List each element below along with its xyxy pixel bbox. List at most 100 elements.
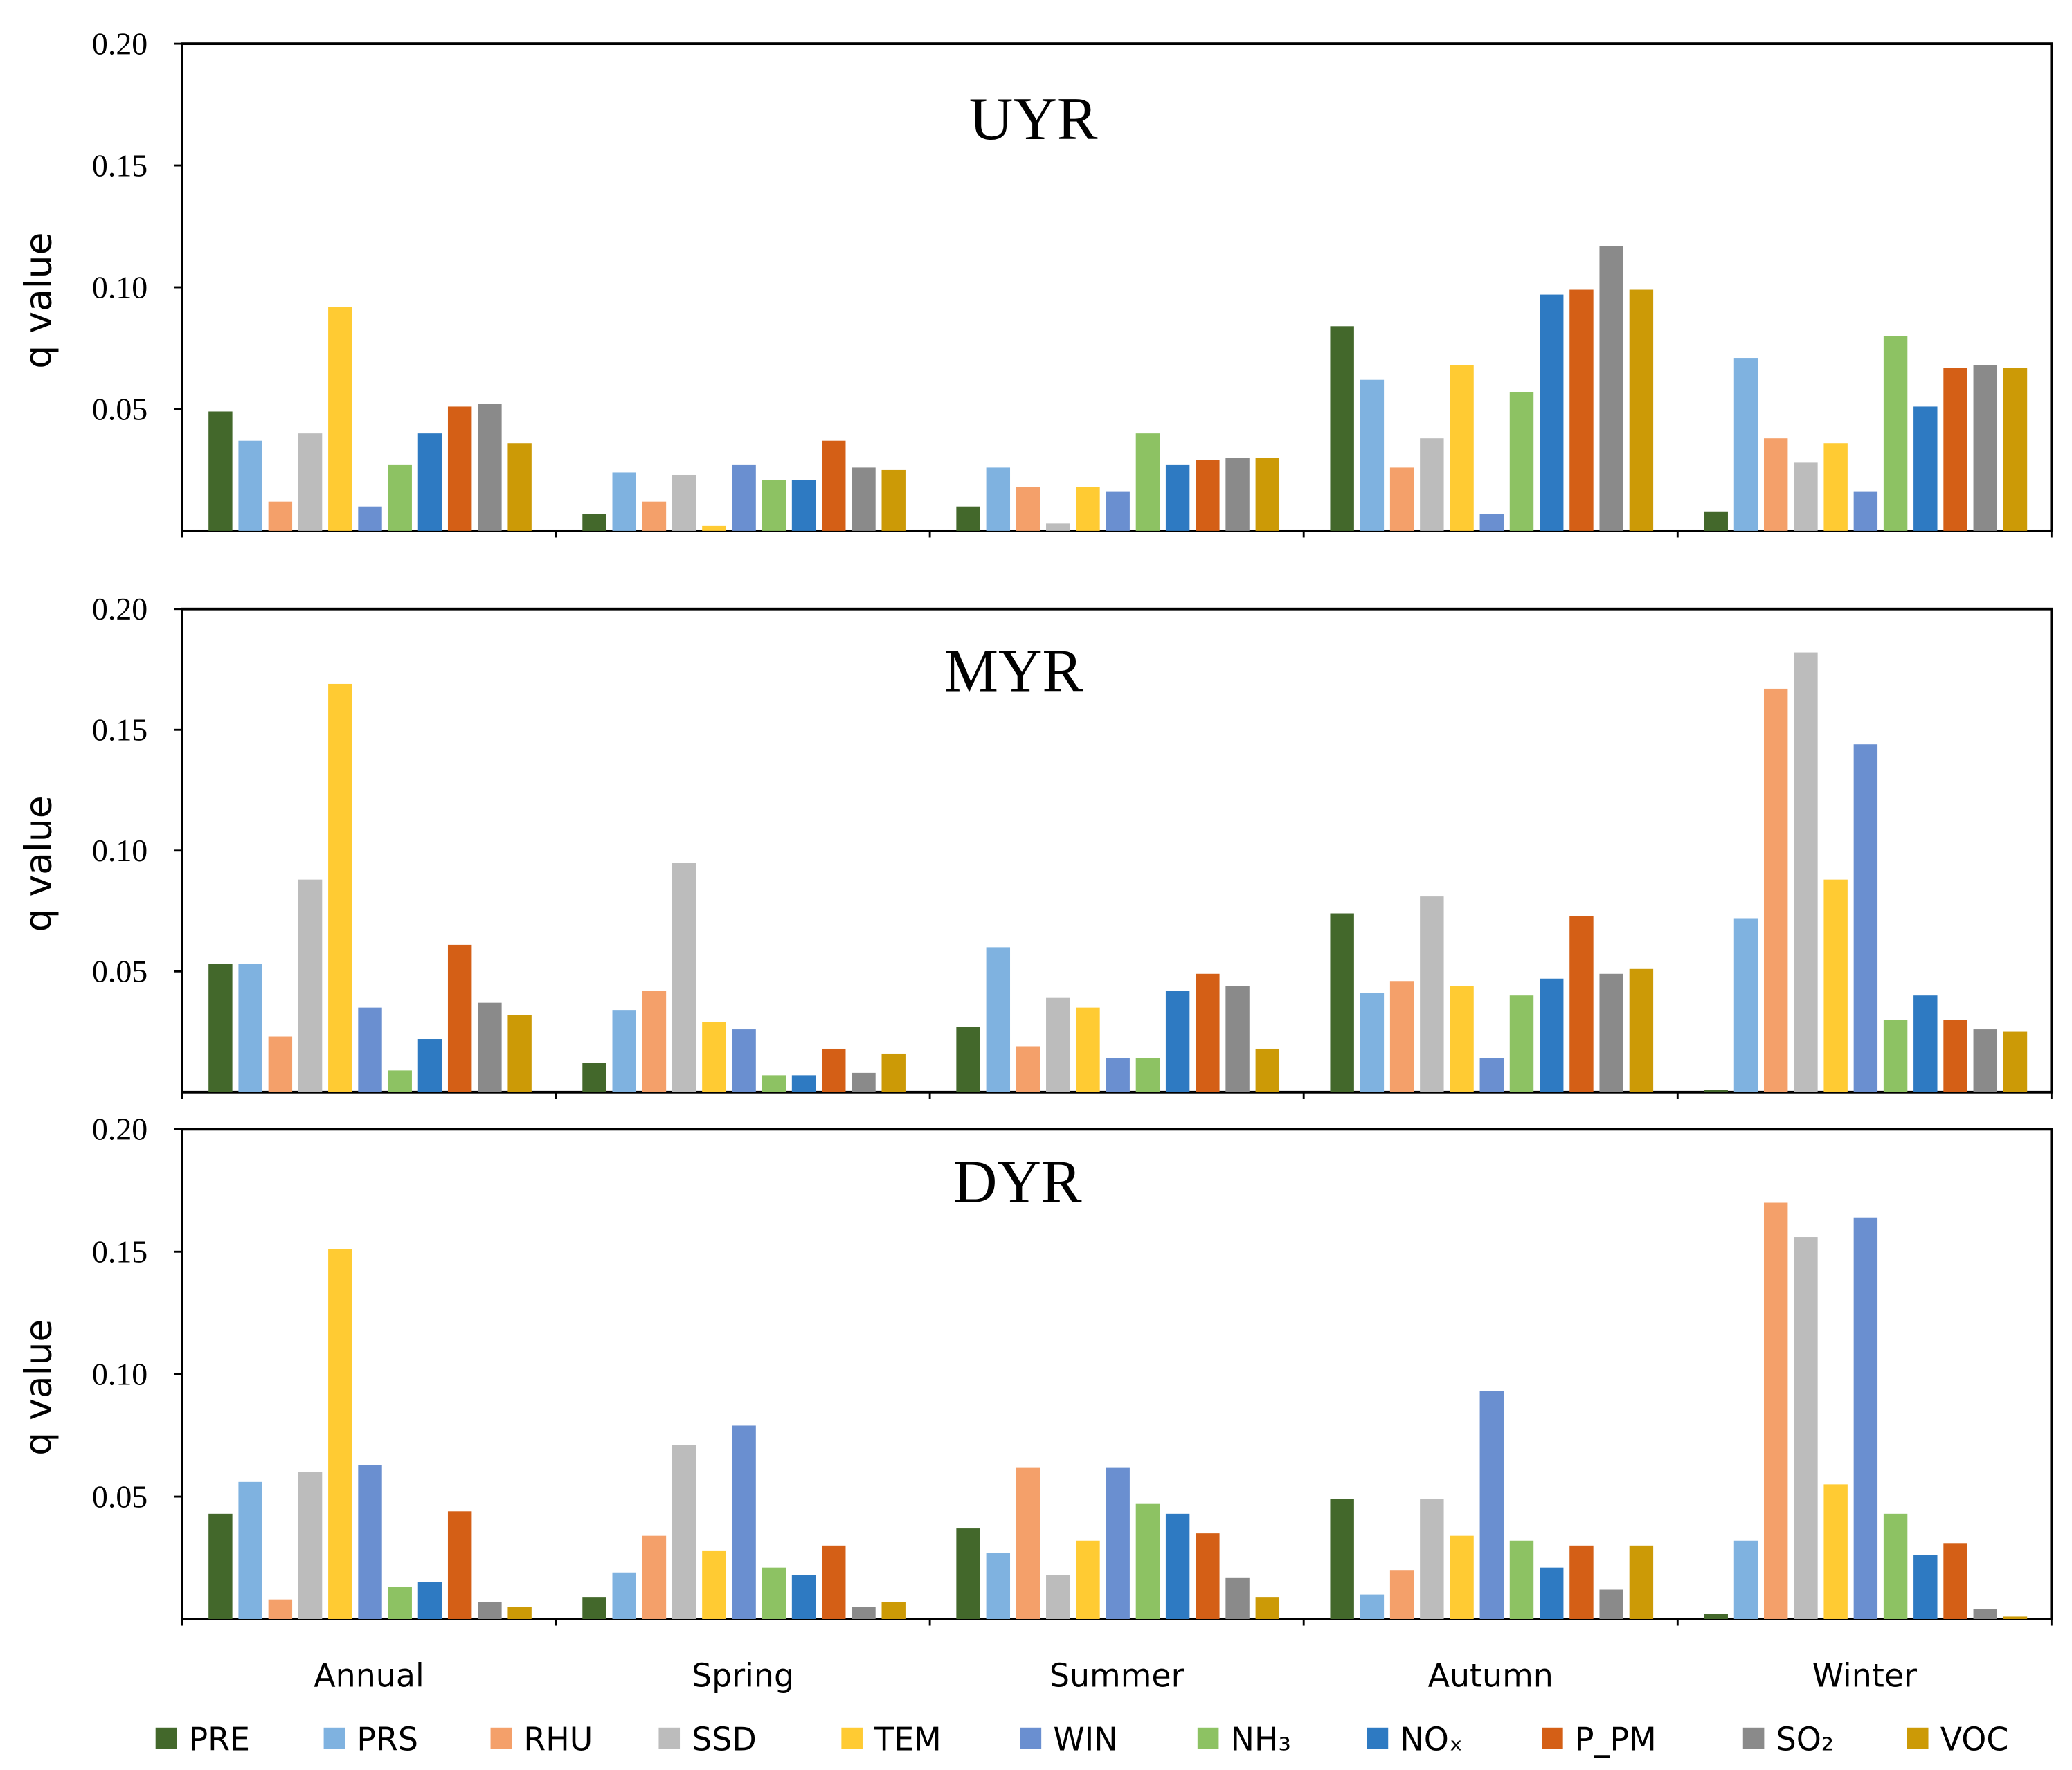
bar-dyr-autumn-2	[1389, 1570, 1414, 1619]
bar-dyr-summer-8	[1196, 1533, 1220, 1619]
bar-uyr-summer-8	[1196, 460, 1220, 531]
bar-uyr-autumn-2	[1389, 467, 1414, 531]
bar-myr-winter-4	[1823, 879, 1848, 1092]
bar-myr-summer-6	[1135, 1058, 1160, 1092]
legend-label: VOC	[1940, 1720, 2009, 1758]
bar-uyr-annual-4	[328, 307, 352, 531]
legend-swatch	[1542, 1727, 1563, 1749]
bar-uyr-summer-1	[986, 467, 1011, 531]
bar-dyr-autumn-5	[1479, 1391, 1504, 1619]
bar-uyr-summer-0	[956, 506, 980, 531]
bar-myr-annual-0	[208, 964, 233, 1092]
bar-dyr-summer-2	[1016, 1467, 1040, 1619]
bar-dyr-autumn-4	[1450, 1535, 1474, 1619]
bar-uyr-autumn-7	[1540, 294, 1564, 531]
bar-myr-spring-0	[582, 1063, 606, 1092]
bar-myr-autumn-5	[1479, 1058, 1504, 1092]
bar-myr-summer-4	[1076, 1007, 1100, 1092]
bar-uyr-annual-8	[447, 406, 472, 531]
bar-dyr-autumn-7	[1540, 1567, 1564, 1619]
bar-dyr-autumn-6	[1509, 1540, 1534, 1619]
bar-uyr-annual-0	[208, 411, 233, 531]
bar-myr-spring-6	[762, 1075, 786, 1092]
bar-uyr-autumn-3	[1420, 438, 1444, 531]
bar-uyr-spring-0	[582, 514, 606, 531]
bar-myr-spring-4	[702, 1022, 726, 1092]
bar-dyr-annual-9	[478, 1602, 502, 1619]
legend-label: TEM	[874, 1720, 942, 1758]
bar-myr-spring-5	[732, 1029, 756, 1092]
bar-uyr-summer-4	[1076, 487, 1100, 531]
bar-myr-autumn-4	[1450, 986, 1474, 1092]
bar-dyr-spring-9	[852, 1607, 876, 1619]
legend-swatch	[323, 1727, 345, 1749]
legend-swatch	[1020, 1727, 1042, 1749]
bar-dyr-spring-1	[612, 1572, 636, 1619]
bar-dyr-autumn-0	[1330, 1499, 1354, 1619]
bar-uyr-annual-3	[298, 433, 323, 531]
bar-dyr-annual-4	[328, 1249, 352, 1619]
bar-uyr-spring-7	[791, 480, 816, 531]
bar-uyr-winter-10	[2003, 368, 2028, 531]
bar-uyr-spring-4	[702, 525, 726, 531]
bar-uyr-autumn-1	[1360, 379, 1385, 531]
bar-myr-autumn-9	[1599, 973, 1623, 1092]
bar-uyr-autumn-4	[1450, 365, 1474, 531]
bar-uyr-autumn-10	[1629, 289, 1654, 531]
bar-dyr-autumn-10	[1629, 1545, 1654, 1619]
bar-dyr-annual-0	[208, 1513, 233, 1619]
legend-label: PRE	[189, 1720, 251, 1758]
legend-label: PRS	[357, 1720, 418, 1758]
legend-swatch	[1907, 1727, 1929, 1749]
bar-myr-spring-8	[822, 1048, 846, 1092]
legend-swatch	[155, 1727, 177, 1749]
bar-myr-summer-3	[1046, 997, 1070, 1092]
bar-myr-autumn-8	[1569, 916, 1594, 1092]
bar-myr-autumn-3	[1420, 896, 1444, 1092]
y-axis-label: q value	[17, 233, 60, 369]
bar-myr-summer-9	[1225, 986, 1250, 1092]
bar-dyr-summer-3	[1046, 1575, 1070, 1619]
legend-label: NH₃	[1231, 1720, 1291, 1758]
bar-myr-winter-9	[1973, 1029, 1997, 1092]
bar-myr-winter-10	[2003, 1031, 2028, 1092]
bar-dyr-annual-5	[358, 1465, 382, 1619]
bar-myr-annual-2	[268, 1036, 293, 1092]
panel-title: MYR	[944, 638, 1083, 705]
bar-myr-winter-8	[1943, 1020, 1967, 1092]
y-tick-label: 0.15	[92, 712, 147, 748]
bar-myr-winter-7	[1913, 995, 1938, 1092]
bar-uyr-winter-6	[1883, 336, 1908, 531]
bar-dyr-annual-3	[298, 1472, 323, 1619]
bar-dyr-winter-7	[1913, 1555, 1938, 1619]
bar-myr-annual-8	[447, 944, 472, 1092]
bar-myr-summer-2	[1016, 1046, 1040, 1092]
bar-myr-summer-5	[1106, 1058, 1130, 1092]
bar-myr-spring-10	[881, 1053, 906, 1092]
bar-dyr-annual-6	[388, 1587, 412, 1619]
bar-uyr-winter-0	[1704, 511, 1728, 531]
bar-dyr-annual-2	[268, 1599, 293, 1619]
y-tick-label: 0.10	[92, 833, 147, 868]
bar-uyr-summer-10	[1255, 458, 1280, 531]
bar-uyr-summer-5	[1106, 491, 1130, 531]
bar-myr-annual-7	[417, 1039, 442, 1092]
bar-uyr-annual-7	[417, 433, 442, 531]
bar-uyr-annual-10	[507, 443, 532, 531]
bar-uyr-winter-5	[1853, 491, 1878, 531]
bar-dyr-summer-5	[1106, 1467, 1130, 1619]
y-axis-label: q value	[17, 795, 60, 932]
panel-title: DYR	[953, 1149, 1082, 1216]
bar-dyr-summer-9	[1225, 1577, 1250, 1619]
y-tick-label: 0.15	[92, 1234, 147, 1270]
bar-myr-autumn-6	[1509, 995, 1534, 1092]
bar-myr-annual-6	[388, 1070, 412, 1092]
bar-dyr-summer-1	[986, 1553, 1011, 1619]
bar-myr-autumn-2	[1389, 981, 1414, 1092]
bar-myr-winter-5	[1853, 744, 1878, 1092]
bar-uyr-winter-4	[1823, 443, 1848, 531]
bar-dyr-annual-10	[507, 1607, 532, 1619]
x-category-label: Autumn	[1428, 1657, 1553, 1695]
legend-swatch	[1197, 1727, 1219, 1749]
